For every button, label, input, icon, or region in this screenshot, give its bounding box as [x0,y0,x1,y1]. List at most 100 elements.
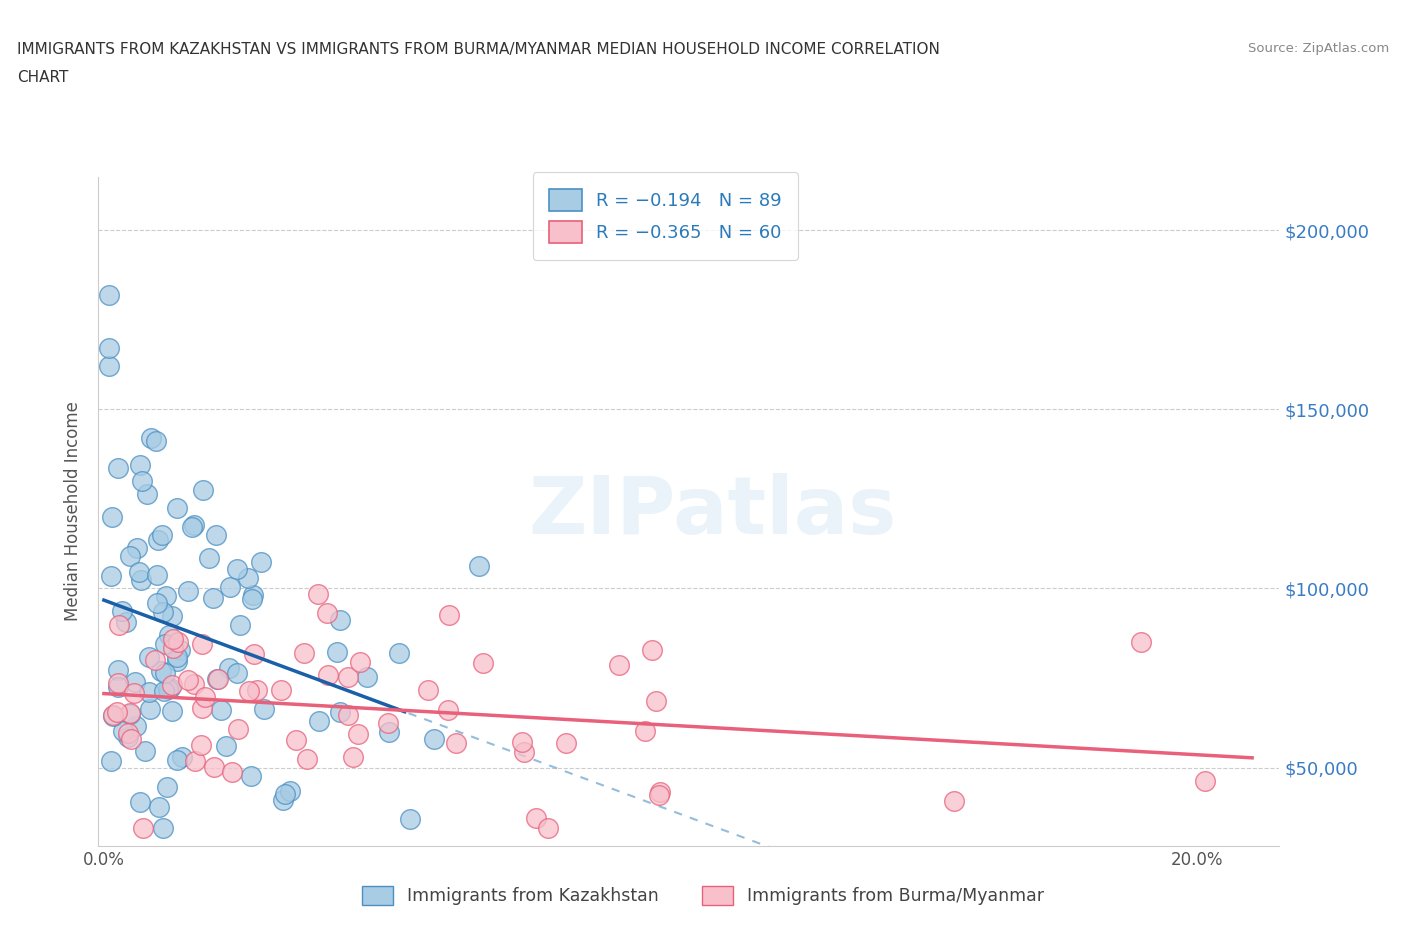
Point [100,510,122,525]
Point [149,664,172,679]
Point [236,571,259,586]
Point [115,614,138,629]
Point [239,769,262,784]
Point [183,677,205,692]
Point [177,672,200,687]
Point [129,795,152,810]
Point [98,340,121,355]
Point [337,708,360,723]
Point [191,483,214,498]
Point [316,605,339,620]
Point [1194,773,1216,788]
Point [204,527,226,542]
Point [105,704,128,719]
Point [194,689,217,704]
Point [145,595,167,610]
Point [641,643,664,658]
Point [101,708,124,723]
Point [943,793,966,808]
Point [107,679,129,694]
Point [127,540,149,555]
Point [117,726,139,741]
Point [295,752,318,767]
Point [124,675,146,690]
Point [138,701,160,716]
Point [270,683,292,698]
Point [156,779,179,794]
Point [240,591,263,606]
Legend: R = −0.194   N = 89, R = −0.365   N = 60: R = −0.194 N = 89, R = −0.365 N = 60 [533,172,797,259]
Point [111,604,134,618]
Point [271,793,294,808]
Point [162,703,184,718]
Point [221,764,243,779]
Text: ZIPatlas: ZIPatlas [529,472,897,551]
Point [162,641,184,656]
Point [98,287,121,302]
Point [219,579,242,594]
Point [159,681,181,696]
Point [100,753,122,768]
Point [202,759,225,774]
Point [229,618,252,632]
Point [554,736,576,751]
Point [184,753,207,768]
Point [181,520,204,535]
Point [176,583,198,598]
Point [160,678,183,693]
Point [183,518,205,533]
Point [347,727,370,742]
Point [645,693,668,708]
Point [524,811,547,826]
Point [437,607,460,622]
Point [162,631,184,646]
Point [148,799,170,814]
Point [153,665,176,680]
Point [285,732,308,747]
Point [157,628,180,643]
Point [316,668,339,683]
Text: CHART: CHART [17,70,69,85]
Point [135,486,157,501]
Point [356,670,378,684]
Point [143,652,166,667]
Point [145,567,167,582]
Point [120,732,142,747]
Point [292,645,315,660]
Point [1129,634,1152,649]
Point [155,589,177,604]
Point [249,554,271,569]
Point [120,707,142,722]
Point [166,500,188,515]
Point [160,608,183,623]
Point [150,528,173,543]
Point [245,682,267,697]
Point [153,636,176,651]
Legend: Immigrants from Kazakhstan, Immigrants from Burma/Myanmar: Immigrants from Kazakhstan, Immigrants f… [354,879,1052,912]
Point [100,568,122,583]
Y-axis label: Median Household Income: Median Household Income [65,402,83,621]
Point [422,732,444,747]
Point [129,458,152,472]
Point [166,752,188,767]
Point [214,738,236,753]
Point [253,702,276,717]
Point [190,737,212,752]
Point [138,650,160,665]
Point [118,549,141,564]
Point [98,359,121,374]
Point [134,744,156,759]
Point [198,551,221,565]
Point [107,460,129,475]
Point [342,750,364,764]
Point [336,670,359,684]
Point [308,713,330,728]
Point [471,656,494,671]
Point [607,658,630,672]
Point [329,704,352,719]
Point [225,666,247,681]
Point [153,684,176,698]
Point [129,573,152,588]
Point [399,812,422,827]
Point [139,431,162,445]
